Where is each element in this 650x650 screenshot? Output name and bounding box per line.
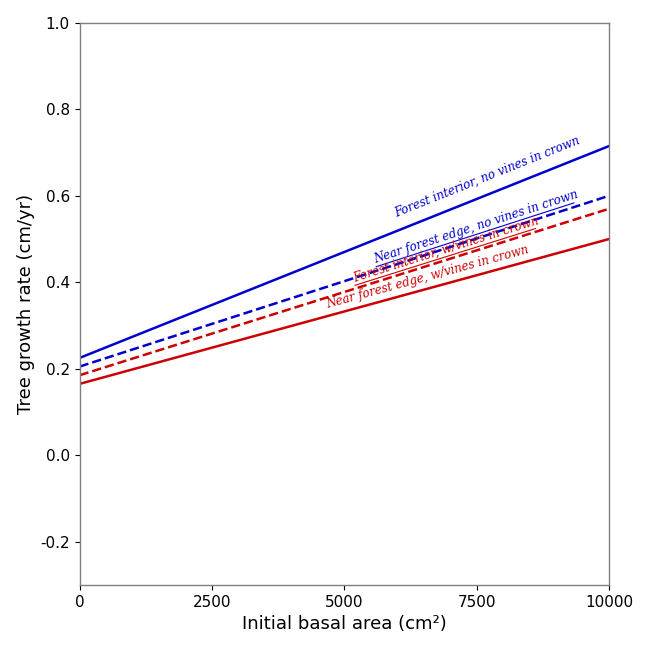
Text: Near forest edge, w/vines in crown: Near forest edge, w/vines in crown <box>325 244 530 311</box>
X-axis label: Initial basal area (cm²): Initial basal area (cm²) <box>242 616 447 633</box>
Y-axis label: Tree growth rate (cm/yr): Tree growth rate (cm/yr) <box>17 194 34 414</box>
Text: Near forest edge, no vines in crown: Near forest edge, no vines in crown <box>372 188 580 266</box>
Text: Forest interior, w/vines in crown: Forest interior, w/vines in crown <box>351 214 540 284</box>
Text: Forest interior, no vines in crown: Forest interior, no vines in crown <box>393 134 582 220</box>
